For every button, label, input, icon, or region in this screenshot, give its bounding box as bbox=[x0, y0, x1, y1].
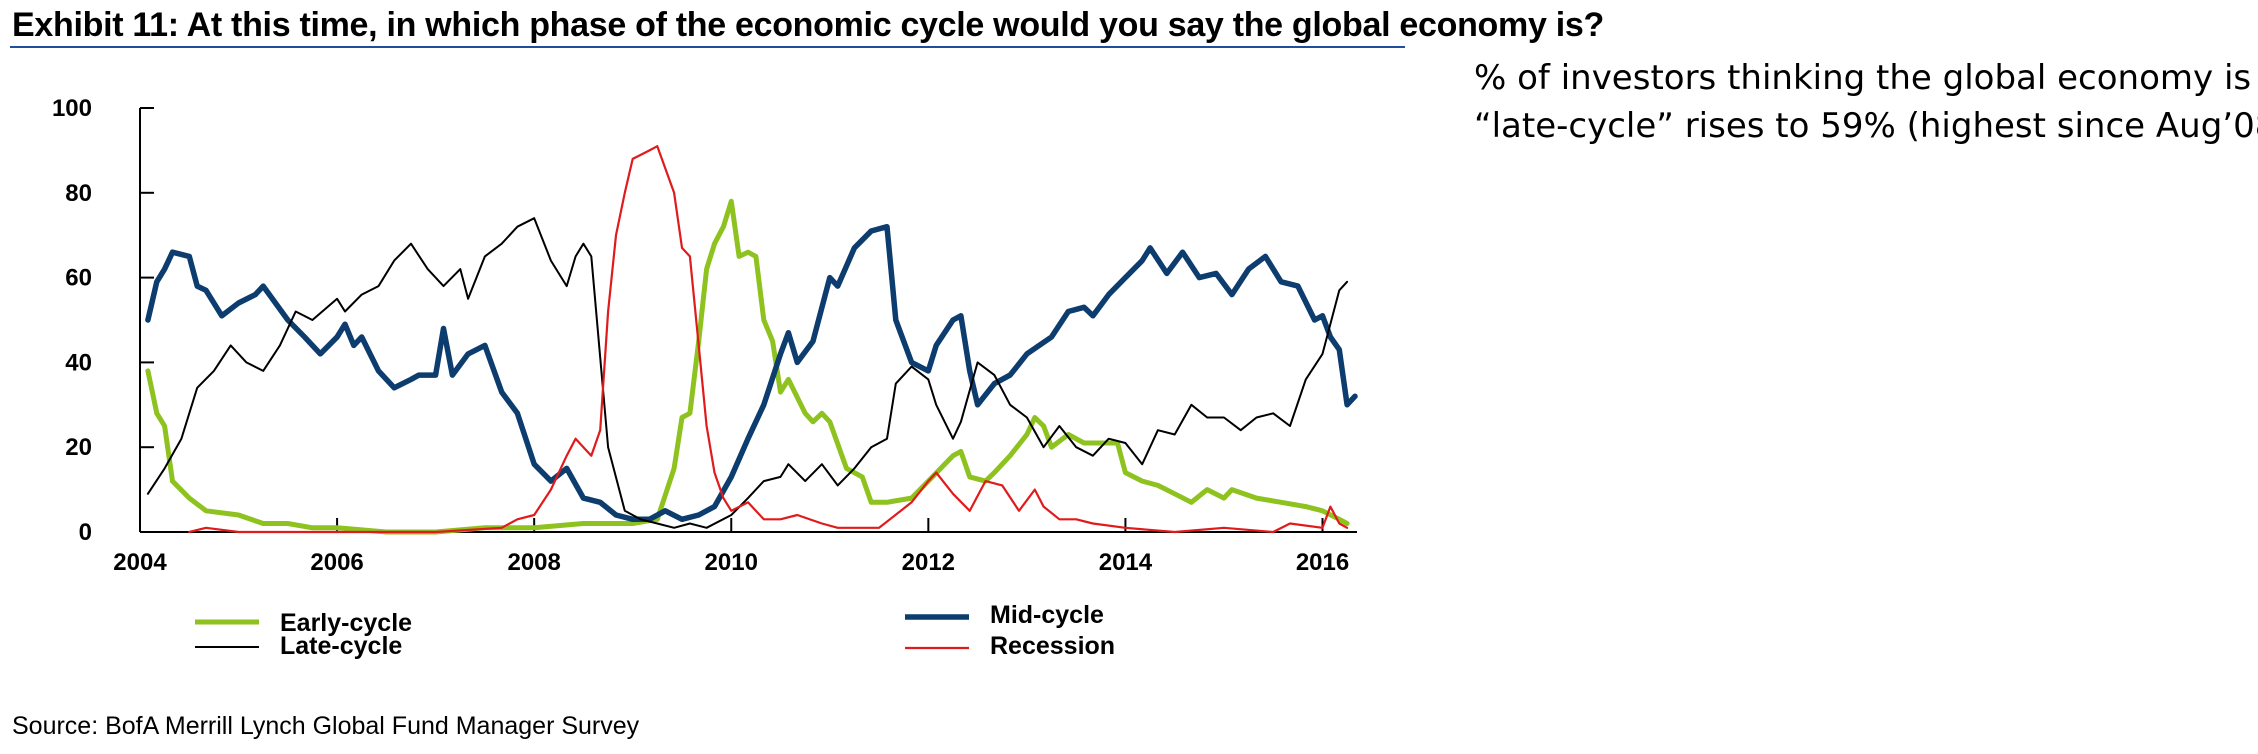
y-tick-label-100: 100 bbox=[52, 95, 92, 122]
y-tick-label-0: 0 bbox=[79, 519, 92, 546]
chart-axes: 0 20 40 60 80 100 2004 2006 2008 2010 2012 2014 2016 bbox=[52, 95, 1357, 576]
title-divider bbox=[10, 46, 1405, 48]
x-tick-label-2006: 2006 bbox=[310, 549, 363, 576]
x-tick-label-2008: 2008 bbox=[507, 549, 560, 576]
x-tick-label-2014: 2014 bbox=[1099, 549, 1153, 576]
y-tick-label-20: 20 bbox=[65, 434, 92, 461]
x-tick-label-2016: 2016 bbox=[1296, 549, 1349, 576]
legend-label-late-cycle: Late-cycle bbox=[280, 632, 402, 660]
series-line-early-cycle bbox=[145, 198, 1350, 535]
commentary-line-1: % of investors thinking the global econo… bbox=[1474, 58, 2252, 98]
legend-label-recession: Recession bbox=[990, 632, 1115, 660]
y-tick-label-80: 80 bbox=[65, 180, 92, 207]
cycle-phase-line-chart: 0 20 40 60 80 100 2004 2006 2008 2010 2012 2014 2016… bbox=[52, 95, 1358, 660]
chart-series-lines bbox=[145, 145, 1358, 535]
x-tick-label-2010: 2010 bbox=[705, 549, 758, 576]
commentary-line-2: “late-cycle” rises to 59% (highest since… bbox=[1474, 106, 2258, 146]
chart-commentary: % of investors thinking the global econo… bbox=[1474, 54, 2258, 150]
source-note: Source: BofA Merrill Lynch Global Fund M… bbox=[12, 712, 640, 740]
y-tick-label-40: 40 bbox=[65, 349, 92, 376]
legend-label-early-cycle: Early-cycle bbox=[280, 609, 412, 637]
x-tick-label-2004: 2004 bbox=[113, 549, 167, 576]
legend-label-mid-cycle: Mid-cycle bbox=[990, 601, 1104, 629]
exhibit-title: Exhibit 11: At this time, in which phase… bbox=[12, 6, 1604, 44]
series-line-recession bbox=[188, 145, 1349, 534]
y-tick-label-60: 60 bbox=[65, 265, 92, 292]
series-line-mid-cycle bbox=[145, 223, 1358, 523]
x-tick-label-2012: 2012 bbox=[902, 549, 955, 576]
series-line-late-cycle bbox=[146, 217, 1349, 529]
